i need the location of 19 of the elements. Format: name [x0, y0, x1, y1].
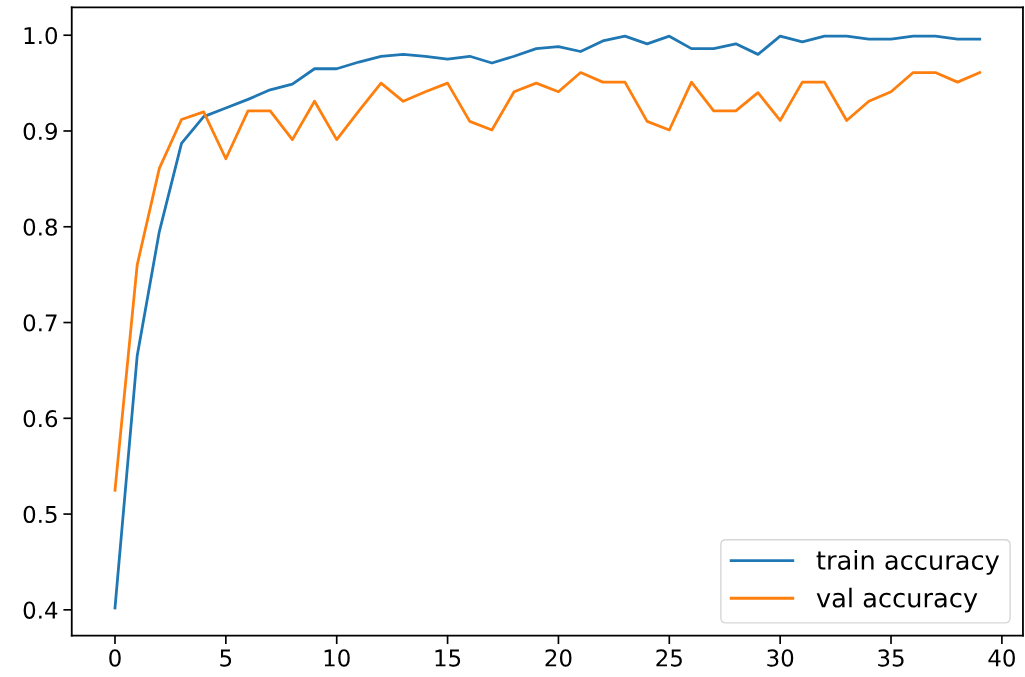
y-tick-label: 0.9 [23, 122, 57, 141]
x-tick-label: 15 [435, 649, 461, 667]
legend-label: train accuracy [816, 550, 1000, 575]
y-tick-label: 0.8 [23, 218, 57, 236]
x-tick-label: 30 [767, 649, 794, 667]
x-tick-label: 0 [109, 649, 121, 667]
line-series [113, 71, 982, 492]
y-tick-label: 1.0 [24, 26, 58, 45]
y-tick-label: 0.6 [23, 410, 58, 428]
legend-label: val accuracy [816, 587, 978, 613]
x-tick-label: 20 [545, 649, 572, 667]
x-tick-label: 40 [988, 649, 1015, 667]
x-tick-label: 5 [220, 649, 232, 667]
y-tick-label: 0.7 [23, 314, 57, 332]
x-tick-label: 35 [878, 649, 904, 667]
x-tick-label: 10 [324, 649, 350, 667]
y-tick-label: 0.4 [23, 601, 58, 619]
y-tick-label: 0.5 [23, 505, 57, 524]
x-tick-label: 25 [656, 649, 682, 667]
